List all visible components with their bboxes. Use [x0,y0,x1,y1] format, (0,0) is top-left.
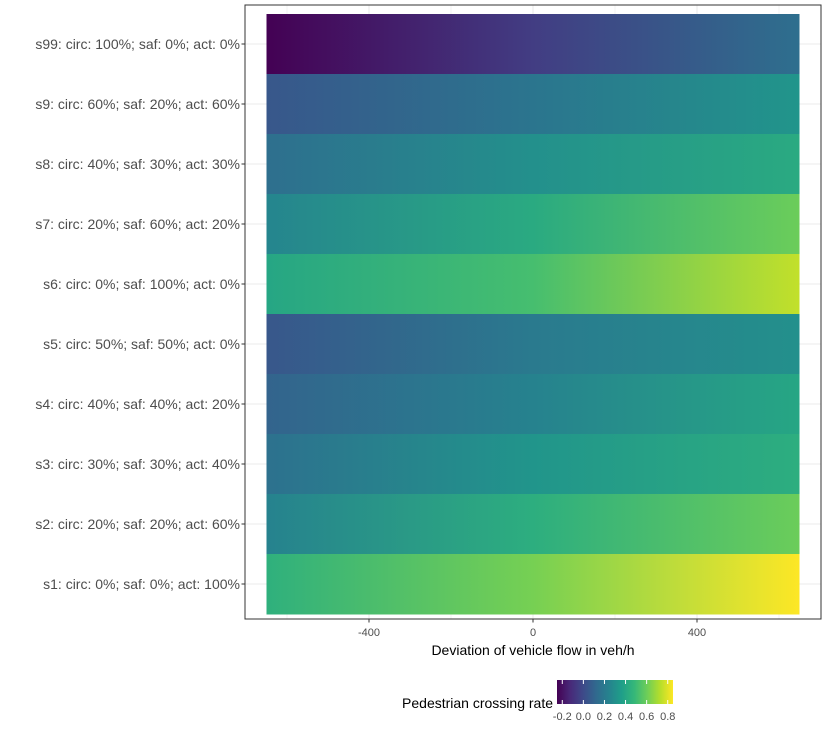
x-tick-label: 0 [530,627,536,639]
y-tick-label: s6: circ: 0%; saf: 100%; act: 0% [43,276,240,292]
legend-tick-label: -0.2 [553,711,572,723]
heatmap-row [266,554,800,615]
heatmap-tiles [266,14,800,615]
y-tick-label: s3: circ: 30%; saf: 30%; act: 40% [35,456,240,472]
y-tick-label: s4: circ: 40%; saf: 40%; act: 20% [35,396,240,412]
legend-tick-label: 0.2 [597,711,612,723]
legend-colorbar [557,680,673,704]
y-tick-label: s2: circ: 20%; saf: 20%; act: 60% [35,516,240,532]
x-tick-label: -400 [358,627,380,639]
x-tick-label: 400 [688,627,706,639]
heatmap-row [266,434,800,495]
y-tick-label: s8: circ: 40%; saf: 30%; act: 30% [35,156,240,172]
y-tick-label: s99: circ: 100%; saf: 0%; act: 0% [35,36,240,52]
x-axis: -400 0 400 [358,619,706,639]
legend-tick-label: 0.0 [576,711,591,723]
heatmap-row [266,14,800,75]
x-axis-title: Deviation of vehicle flow in veh/h [431,642,634,658]
heatmap-row [266,314,800,375]
heatmap-row [266,74,800,135]
legend: Pedestrian crossing rate -0.2 0.0 0.2 0.4 0.… [402,680,675,723]
y-tick-label: s5: circ: 50%; saf: 50%; act: 0% [43,336,240,352]
heatmap-row [266,194,800,255]
heatmap-row [266,494,800,555]
legend-title: Pedestrian crossing rate [402,695,553,711]
heatmap-row [266,134,800,195]
legend-tick-label: 0.6 [639,711,654,723]
y-tick-label: s7: circ: 20%; saf: 60%; act: 20% [35,216,240,232]
legend-tick-label: 0.8 [660,711,675,723]
heatmap-row [266,374,800,435]
y-tick-label: s1: circ: 0%; saf: 0%; act: 100% [43,576,240,592]
y-tick-label: s9: circ: 60%; saf: 20%; act: 60% [35,96,240,112]
y-axis: s99: circ: 100%; saf: 0%; act: 0% s9: cir… [35,36,245,592]
heatmap-row [266,254,800,315]
legend-tick-label: 0.4 [618,711,633,723]
